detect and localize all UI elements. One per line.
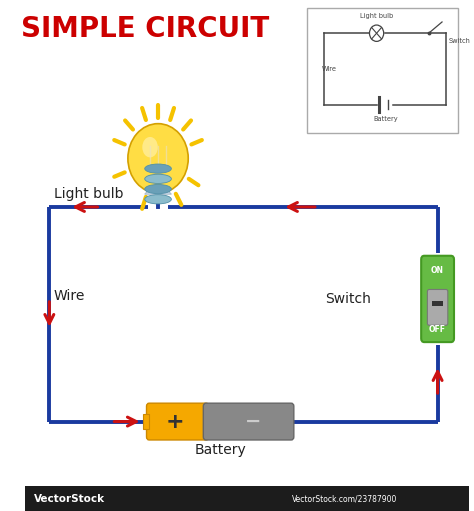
Bar [25,486,469,511]
FancyBboxPatch shape [421,256,454,342]
Text: ON: ON [431,266,444,275]
Bar [307,8,457,133]
Ellipse shape [145,184,172,194]
FancyBboxPatch shape [203,403,294,440]
Text: VectorStock.com/23787900: VectorStock.com/23787900 [292,494,397,503]
Text: Battery: Battery [194,443,246,457]
Text: Switch: Switch [325,292,371,306]
FancyBboxPatch shape [146,403,209,440]
Text: Wire: Wire [322,66,337,72]
Text: Wire: Wire [54,289,85,304]
Text: OFF: OFF [429,325,446,334]
Text: Light bulb: Light bulb [360,13,393,19]
Ellipse shape [145,174,172,183]
Text: VectorStock: VectorStock [34,494,105,504]
Circle shape [370,25,383,41]
Text: Switch: Switch [449,38,471,44]
FancyBboxPatch shape [428,290,448,326]
Ellipse shape [145,164,172,173]
Bar [432,300,443,306]
Text: +: + [165,411,184,432]
Bar [143,414,149,429]
Polygon shape [145,191,172,194]
Text: −: − [245,412,261,431]
Text: Light bulb: Light bulb [54,187,123,201]
Ellipse shape [145,195,172,204]
Text: SIMPLE CIRCUIT: SIMPLE CIRCUIT [20,15,269,43]
Ellipse shape [142,137,158,157]
Text: Battery: Battery [373,116,398,122]
Circle shape [128,124,188,193]
